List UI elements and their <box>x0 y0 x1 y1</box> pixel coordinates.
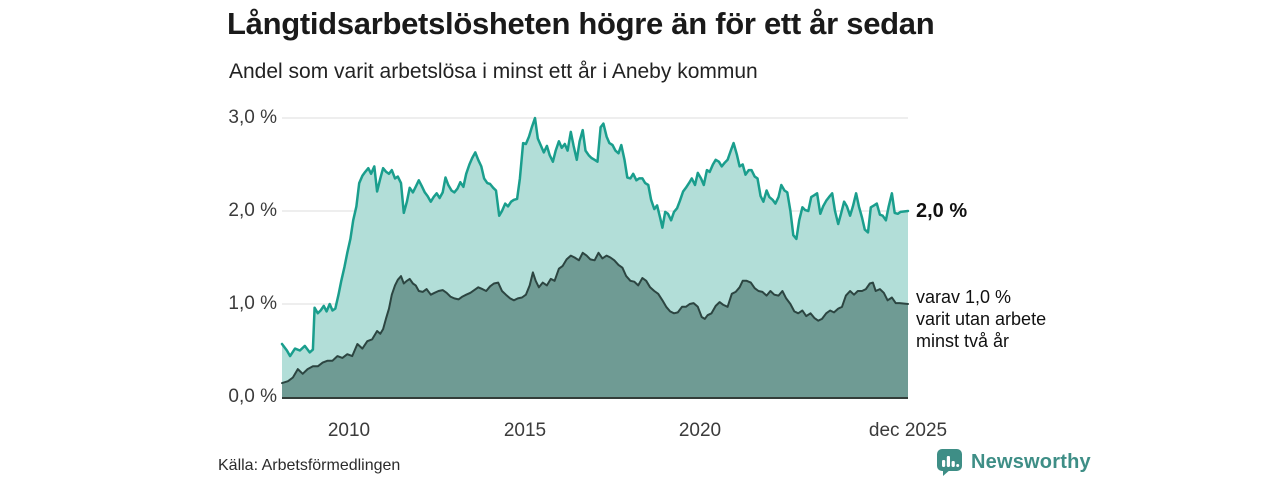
newsworthy-logo-icon <box>937 449 962 476</box>
page-title: Långtidsarbetslösheten högre än för ett … <box>227 6 935 41</box>
end-label-two-years: varav 1,0 % varit utan arbete minst två … <box>916 286 1046 352</box>
speech-bubble-tail <box>943 469 951 476</box>
newsworthy-logo-text: Newsworthy <box>971 451 1091 473</box>
source-note: Källa: Arbetsförmedlingen <box>218 457 401 474</box>
bar-tall <box>946 456 950 467</box>
y-tick-label: 0,0 % <box>228 386 277 407</box>
line-unemployed-min-two-years <box>281 251 909 385</box>
x-tick-label: 2015 <box>503 420 547 441</box>
end-label-two-years-line1: varav 1,0 % <box>916 287 1012 307</box>
end-label-two-years-line2: varit utan arbete <box>916 309 1047 329</box>
x-tick-label: 2020 <box>678 420 722 441</box>
page-subtitle: Andel som varit arbetslösa i minst ett å… <box>229 60 758 83</box>
line-unemployed-min-one-year <box>280 116 910 358</box>
y-tick-label: 1,0 % <box>228 293 277 314</box>
area-unemployed-min-two-years <box>282 252 908 397</box>
newsworthy-logo: Newsworthy <box>936 448 1091 477</box>
x-tick-label: 2010 <box>327 420 371 441</box>
y-tick-label: 3,0 % <box>228 107 277 128</box>
bar-medium <box>951 461 955 467</box>
x-tick-label: dec 2025 <box>868 420 948 441</box>
y-tick-label: 2,0 % <box>228 200 277 221</box>
end-label-two-years-line3: minst två år <box>916 331 1010 351</box>
bar-small <box>942 460 946 467</box>
exclamation-dot <box>956 464 960 467</box>
end-label-total: 2,0 % <box>916 200 968 222</box>
